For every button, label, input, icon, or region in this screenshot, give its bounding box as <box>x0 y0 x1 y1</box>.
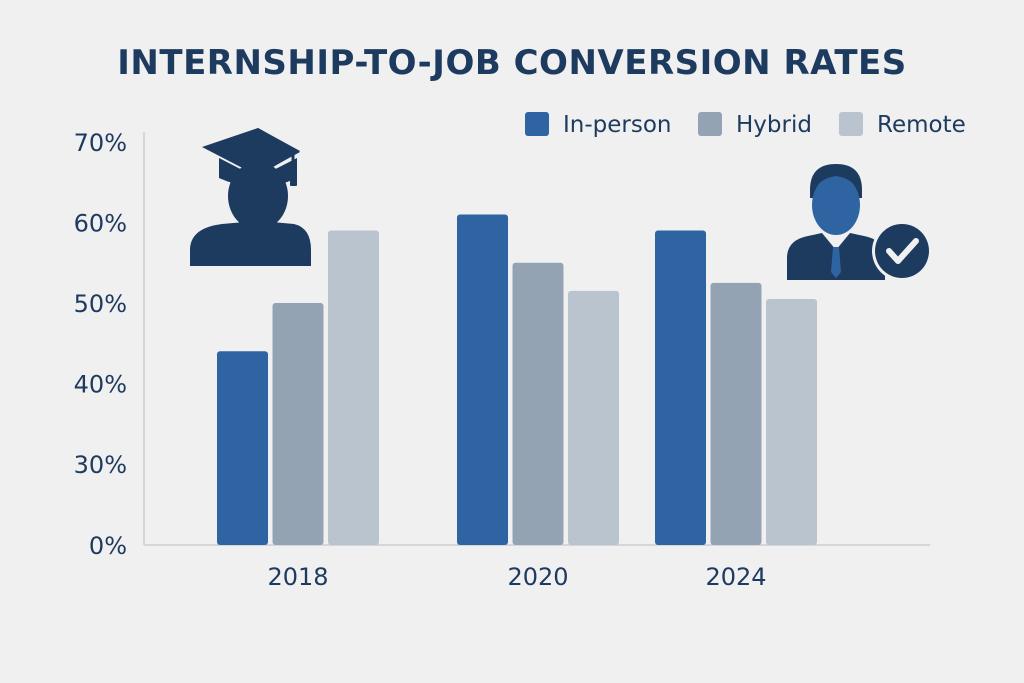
legend-label-in-person: In-person <box>563 112 672 138</box>
bar-2024-in-person <box>655 230 706 546</box>
y-tick-label: 30% <box>74 451 127 479</box>
bar-2020-hybrid <box>512 262 564 545</box>
bar-2018-remote <box>328 230 379 546</box>
bar-2024-hybrid <box>710 282 762 545</box>
bar-2024-remote <box>766 298 817 545</box>
graduate-icon <box>190 128 311 266</box>
x-tick-label: 2018 <box>267 563 328 591</box>
bar-2020-in-person <box>457 214 508 545</box>
y-tick-label: 50% <box>74 290 127 318</box>
legend-label-remote: Remote <box>877 112 966 138</box>
legend-swatch-hybrid <box>698 112 722 136</box>
x-axis-labels: 2018 2020 2024 <box>267 563 766 591</box>
bars-group <box>217 214 817 546</box>
y-tick-label: 70% <box>74 129 127 157</box>
legend-swatch-in-person <box>525 112 549 136</box>
chart-title: INTERNSHIP-TO-JOB CONVERSION RATES <box>117 43 906 83</box>
hired-professional-check-icon <box>787 164 932 281</box>
y-tick-label: 40% <box>74 371 127 399</box>
bar-2018-hybrid <box>272 303 324 545</box>
y-tick-label: 60% <box>74 210 127 238</box>
bar-2018-in-person <box>217 351 268 545</box>
y-axis-ticks: 0% 30% 40% 50% 60% 70% <box>74 129 127 560</box>
legend-label-hybrid: Hybrid <box>736 112 812 138</box>
legend: In-person Hybrid Remote <box>525 112 966 138</box>
x-tick-label: 2020 <box>507 563 568 591</box>
bar-2020-remote <box>568 290 619 545</box>
y-tick-label: 0% <box>89 532 127 560</box>
x-tick-label: 2024 <box>705 563 766 591</box>
legend-swatch-remote <box>839 112 863 136</box>
